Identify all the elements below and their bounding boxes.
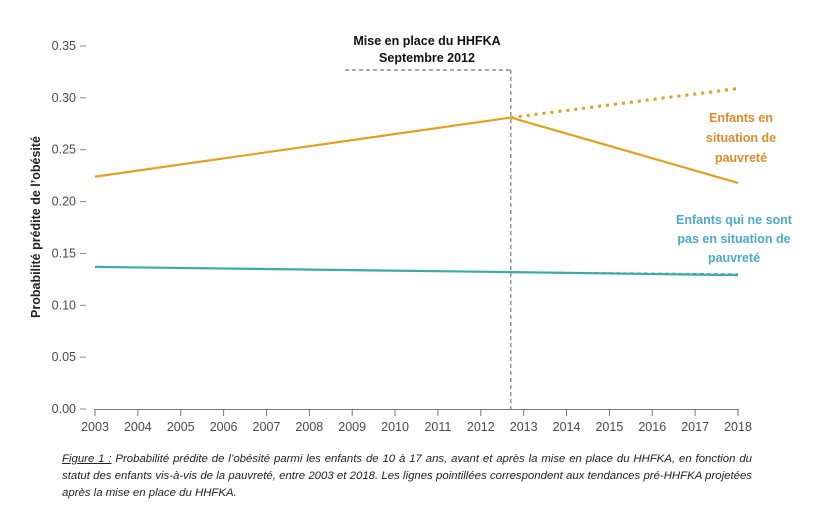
series-line-actual <box>94 116 739 184</box>
intervention-label: Septembre 2012 <box>379 51 475 65</box>
y-tick-label: 0.05 <box>52 350 76 364</box>
y-tick-label: 0.00 <box>52 402 76 416</box>
x-axis: 2003 2004 2005 2006 2007 2008 2009 2010 2011 2012… <box>81 409 752 434</box>
x-tick-label: 2006 <box>210 420 238 434</box>
intervention-label: Mise en place du HHFKA <box>353 34 500 48</box>
figure-label: Figure 1 : <box>62 453 112 465</box>
y-axis-label: Probabilité prédite de l’obésité <box>29 136 43 318</box>
poverty-series-label: situation de <box>706 131 776 145</box>
y-axis: 0.00 0.05 0.10 0.15 0.20 0.25 0.30 0.35 <box>52 39 86 416</box>
y-tick-label: 0.35 <box>52 39 76 53</box>
x-tick-label: 2005 <box>167 420 195 434</box>
x-tick-label: 2007 <box>253 420 281 434</box>
intervention-marker: Mise en place du HHFKA Septembre 2012 <box>345 34 512 409</box>
nonpoverty-series-label: Enfants qui ne sont <box>676 213 793 227</box>
y-tick-label: 0.30 <box>52 91 76 105</box>
x-tick-label: 2018 <box>724 420 752 434</box>
nonpoverty-series-label: pauvreté <box>708 251 760 265</box>
x-tick-label: 2017 <box>681 420 709 434</box>
x-tick-label: 2010 <box>381 420 409 434</box>
series-line-actual <box>94 265 739 277</box>
x-tick-label: 2012 <box>467 420 495 434</box>
y-tick-label: 0.10 <box>52 298 76 312</box>
y-tick-label: 0.25 <box>52 143 76 157</box>
poverty-series-label: Enfants en <box>709 111 773 125</box>
x-tick-label: 2016 <box>638 420 666 434</box>
figure-caption: Figure 1 : Probabilité prédite de l’obés… <box>62 451 752 502</box>
x-tick-label: 2015 <box>595 420 623 434</box>
y-tick-label: 0.20 <box>52 195 76 209</box>
x-tick-label: 2011 <box>424 420 451 434</box>
x-tick-label: 2004 <box>124 420 152 434</box>
caption-text: Probabilité prédite de l’obésité parmi l… <box>62 453 752 499</box>
series-line-projected <box>510 271 739 275</box>
y-tick-label: 0.15 <box>52 246 76 260</box>
x-tick-label: 2013 <box>510 420 538 434</box>
annotations: Enfants en situation de pauvreté Enfants qu… <box>676 111 793 265</box>
series-lines <box>94 87 739 277</box>
nonpoverty-series-label: pas en situation de <box>677 232 790 246</box>
series-line-projected <box>510 87 739 120</box>
x-tick-label: 2009 <box>338 420 366 434</box>
poverty-series-label: pauvreté <box>715 151 767 165</box>
x-tick-label: 2008 <box>295 420 323 434</box>
x-tick-label: 2014 <box>553 420 581 434</box>
x-tick-label: 2003 <box>81 420 109 434</box>
chart: 0.000.050.100.150.200.250.300.35 2003 200… <box>29 34 793 434</box>
